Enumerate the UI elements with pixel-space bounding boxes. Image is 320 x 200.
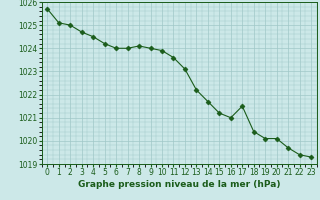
X-axis label: Graphe pression niveau de la mer (hPa): Graphe pression niveau de la mer (hPa) — [78, 180, 280, 189]
